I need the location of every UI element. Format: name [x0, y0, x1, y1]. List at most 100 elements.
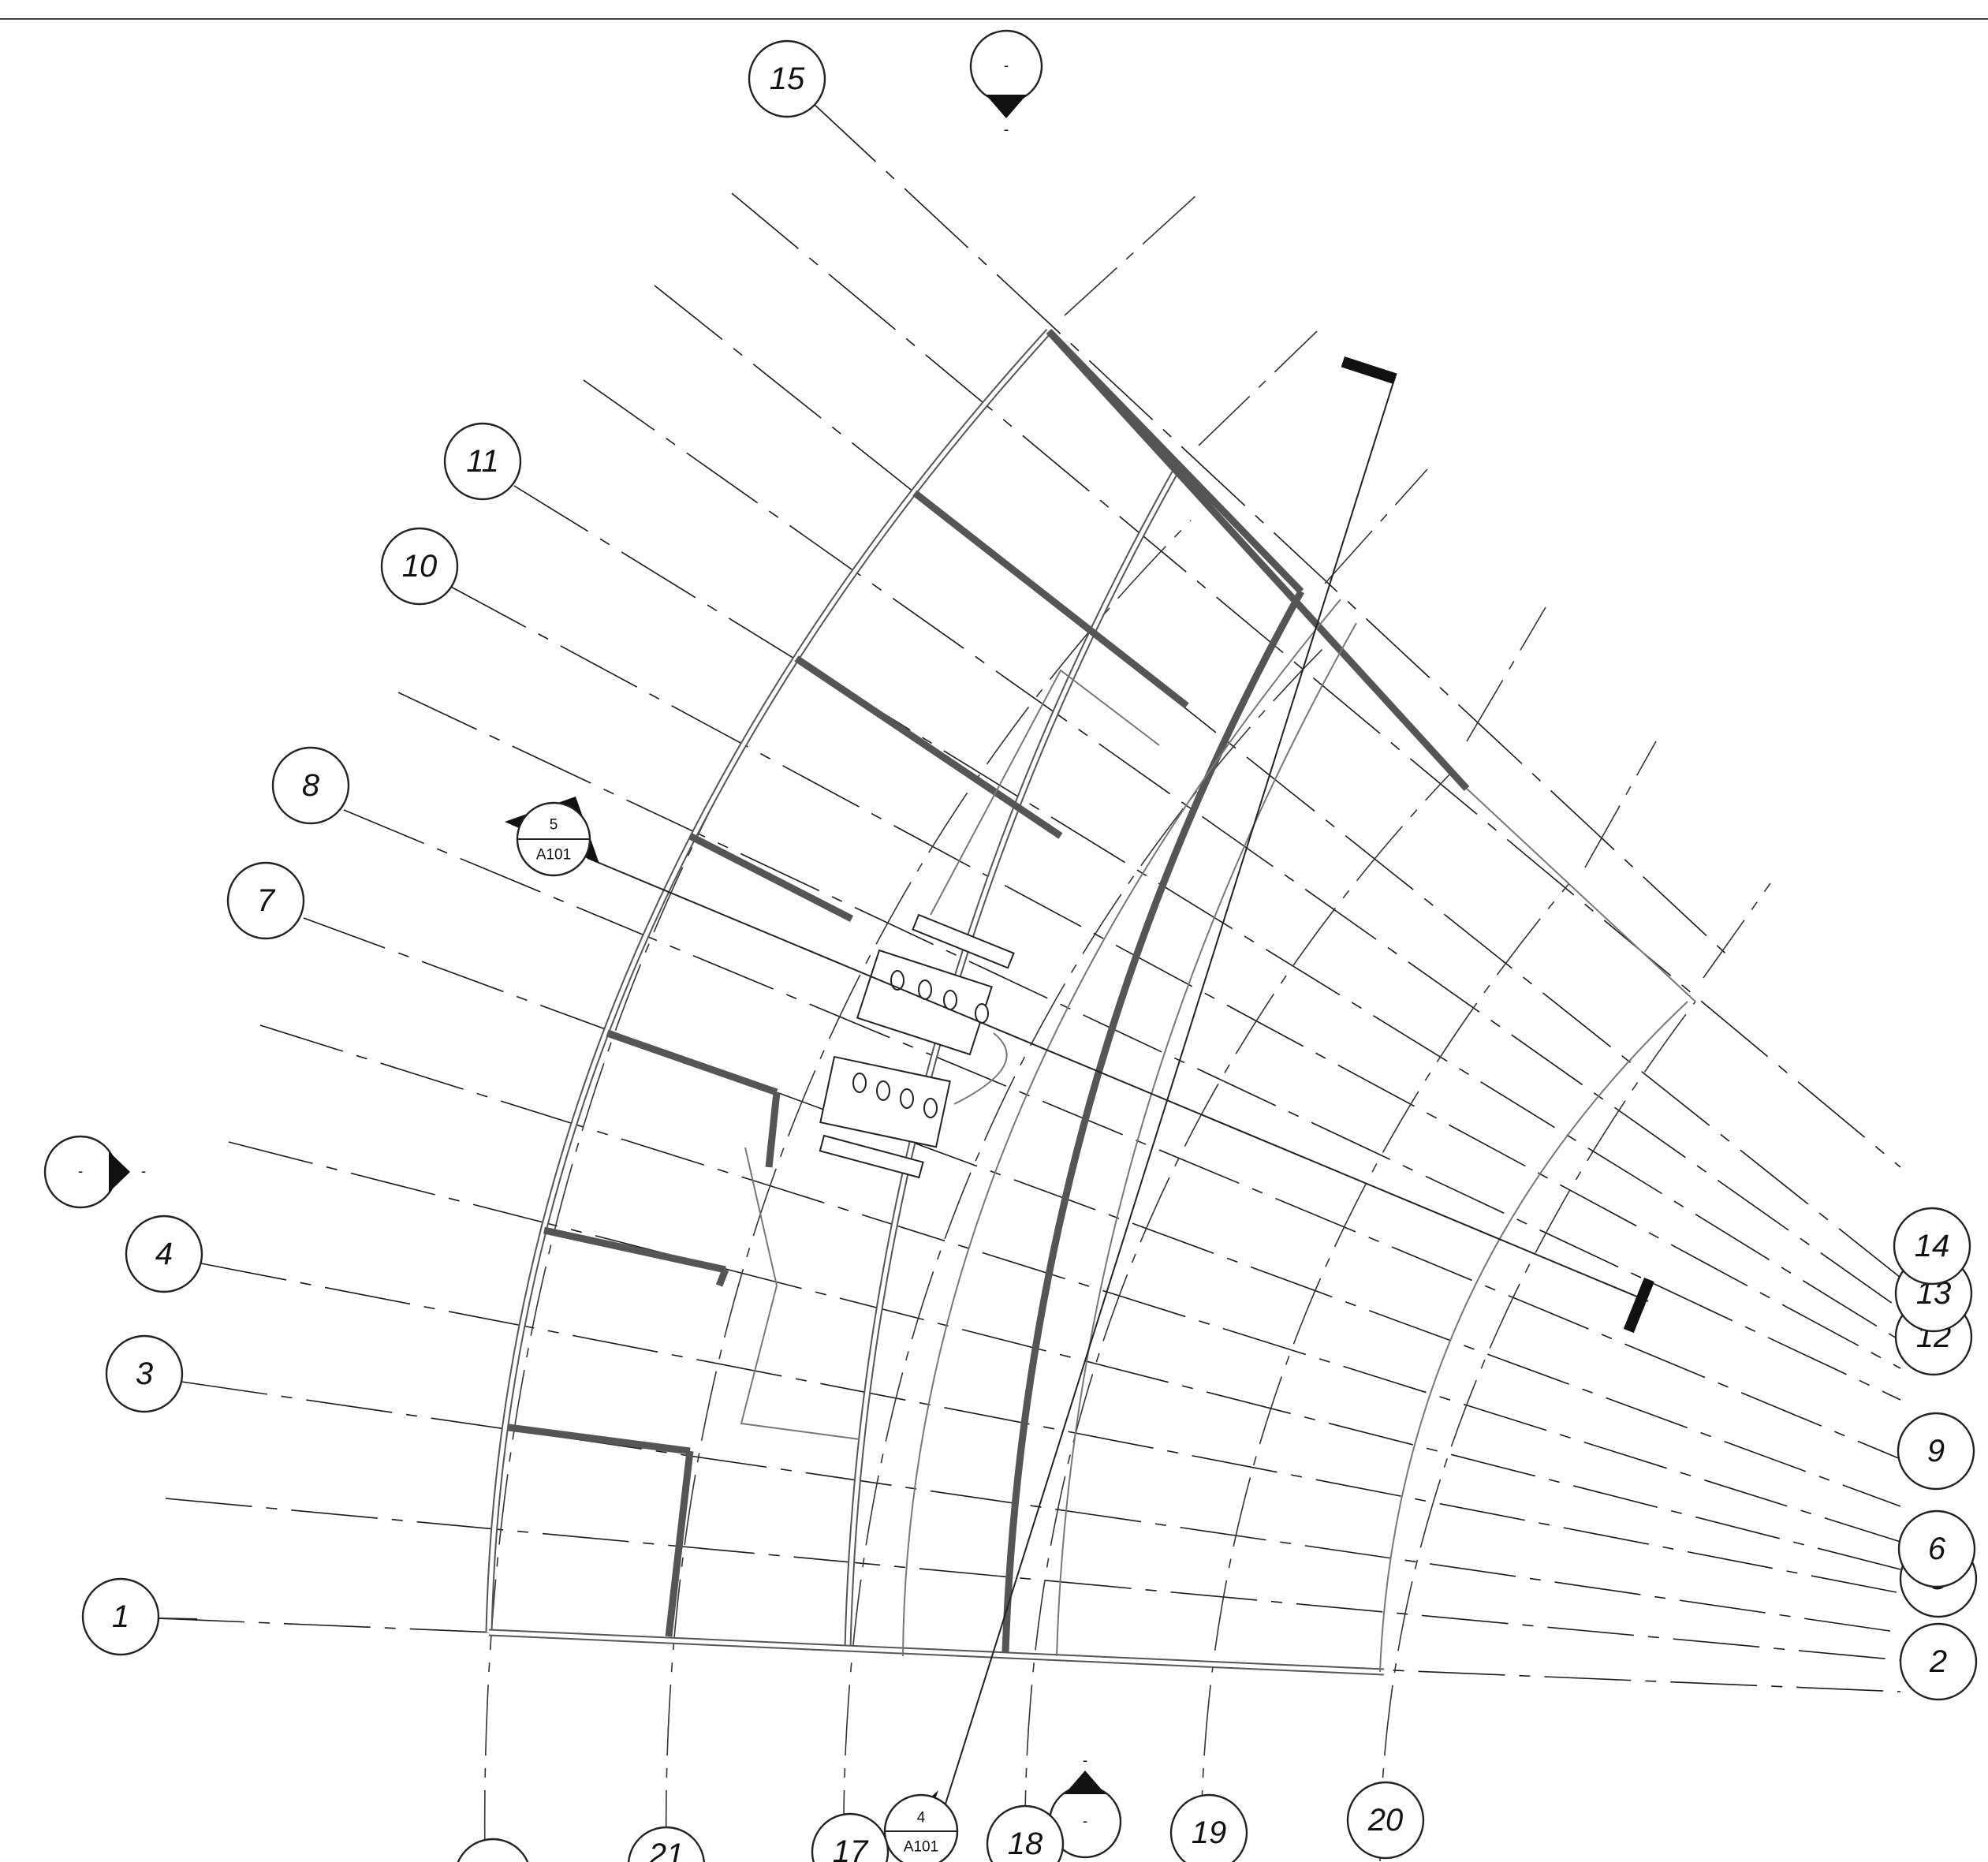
core-room [740, 1285, 860, 1440]
restroom-fixtures [819, 913, 1015, 1179]
grid-bubbles: 1 2 3 4 5 6 7 8 9 10 11 12 13 14 15 17 1… [81, 39, 1978, 1862]
grid-tick-5 [1584, 741, 1657, 868]
grid-bubble-6: 6 [1897, 1509, 1976, 1588]
grid-bubble-18: 18 [986, 1804, 1065, 1862]
section-cut-mark-1 [1341, 356, 1397, 384]
svg-text:9: 9 [1927, 1434, 1945, 1468]
elevation-label: - [78, 1164, 83, 1181]
grid-bubble-4: 4 [125, 1215, 203, 1293]
partition-7 [1046, 328, 1182, 468]
svg-text:6: 6 [1928, 1532, 1946, 1566]
partition-2 [794, 655, 1063, 839]
elevation-sub: - [141, 1164, 146, 1181]
section-tag-5[interactable]: 5 A101 [505, 797, 599, 877]
grid-line-3 [181, 1381, 1901, 1633]
outer-edge-right [1466, 788, 1696, 1002]
partition-6 [508, 1424, 691, 1455]
grid-bubble-11: 11 [443, 422, 522, 501]
elevation-marker-left: - - [43, 1135, 146, 1209]
toilet-block-2 [819, 1055, 951, 1148]
arc-grid-lines [483, 192, 1771, 1862]
toilet-2 [918, 980, 932, 1000]
sink-counter-2 [819, 1134, 924, 1179]
svg-text:3: 3 [136, 1356, 153, 1391]
elevation-sub: - [1004, 122, 1009, 139]
svg-text:11: 11 [466, 444, 499, 479]
grid-line-8 [343, 809, 1901, 1460]
grid-bubble-21: 21 [627, 1826, 706, 1862]
grid-tick-4 [1466, 606, 1546, 742]
svg-text:4: 4 [155, 1237, 173, 1271]
section-lines [587, 356, 1654, 1815]
grid-bubble-9: 9 [1897, 1412, 1975, 1491]
section-sheet: A101 [536, 847, 571, 864]
core-outline [744, 1147, 778, 1286]
grid-line-7 [303, 917, 1901, 1507]
svg-text:20: 20 [1367, 1803, 1404, 1838]
toilet-4 [975, 1003, 989, 1024]
grid-line-9 [397, 692, 1901, 1401]
grid-line-15 [811, 102, 1736, 963]
toilet-5 [852, 1073, 867, 1093]
svg-text:7: 7 [257, 883, 276, 918]
grid-arc-18 [1024, 772, 1452, 1862]
grid-line-12 [583, 379, 1901, 1310]
partition-3 [688, 832, 854, 923]
grid-arc-19 [1200, 882, 1570, 1862]
svg-text:15: 15 [770, 62, 805, 96]
building-walls [485, 328, 1696, 1676]
grid-bubble-10: 10 [380, 527, 459, 606]
section-number: 5 [550, 817, 558, 834]
grid-bubble-14: 14 [1893, 1207, 1971, 1285]
grid-tick-6 [1703, 882, 1771, 979]
toilet-3 [943, 990, 957, 1010]
grid-line-2a [165, 1498, 1901, 1661]
grid-bubble-1: 1 [81, 1577, 198, 1656]
grid-arc-20 [1379, 1001, 1696, 1862]
toilet-6 [876, 1080, 890, 1101]
svg-text:10: 10 [402, 549, 438, 584]
grid-line-4 [200, 1263, 1901, 1594]
grid-tick-3 [1324, 468, 1428, 584]
svg-text:8: 8 [302, 768, 320, 803]
partition-8 [1176, 462, 1304, 595]
elevation-label: - [1004, 58, 1009, 75]
grid-bubble-7: 7 [226, 861, 305, 940]
grid-line-14 [731, 192, 1901, 1168]
curved-wall-core [953, 1032, 1008, 1105]
section-cut-mark-2 [1623, 1278, 1654, 1334]
toilet-8 [923, 1098, 938, 1118]
corridor-wall [844, 463, 1182, 1649]
grid-bubble-19: 19 [1169, 1793, 1248, 1862]
svg-text:14: 14 [1915, 1229, 1950, 1263]
grid-line-6 [259, 1024, 1901, 1543]
elevation-sub: - [1083, 1753, 1087, 1770]
grid-tick-1 [1064, 192, 1199, 316]
grid-line-13 [654, 285, 1901, 1278]
grid-line-1 [157, 1618, 1901, 1692]
elevation-marker-top: - - [969, 29, 1043, 139]
section-number: 4 [917, 1810, 926, 1827]
grid-line-10 [449, 585, 1901, 1369]
svg-text:19: 19 [1192, 1815, 1227, 1850]
svg-text:1: 1 [112, 1599, 129, 1634]
inner-wall [1001, 589, 1304, 1653]
partition-4 [606, 1029, 778, 1096]
grid-bubble-15: 15 [748, 39, 826, 118]
grid-tick-2 [1198, 330, 1318, 446]
grid-bubble-unlabeled [457, 1838, 529, 1862]
svg-text:17: 17 [833, 1834, 869, 1862]
elevation-label: - [1083, 1814, 1087, 1830]
section-tag-4[interactable]: 4 A101 [874, 1790, 959, 1862]
svg-text:18: 18 [1008, 1827, 1043, 1861]
core-room-2 [930, 669, 1160, 916]
toilet-1 [890, 970, 904, 991]
grid-bubble-3: 3 [105, 1334, 184, 1413]
section-sheet: A101 [904, 1839, 938, 1856]
grid-bubble-20: 20 [1346, 1781, 1425, 1860]
grid-arc-21 [665, 520, 1192, 1862]
partition-5 [543, 1226, 726, 1274]
grid-bubble-2: 2 [1899, 1622, 1978, 1701]
sink-counter-1 [912, 913, 1015, 969]
